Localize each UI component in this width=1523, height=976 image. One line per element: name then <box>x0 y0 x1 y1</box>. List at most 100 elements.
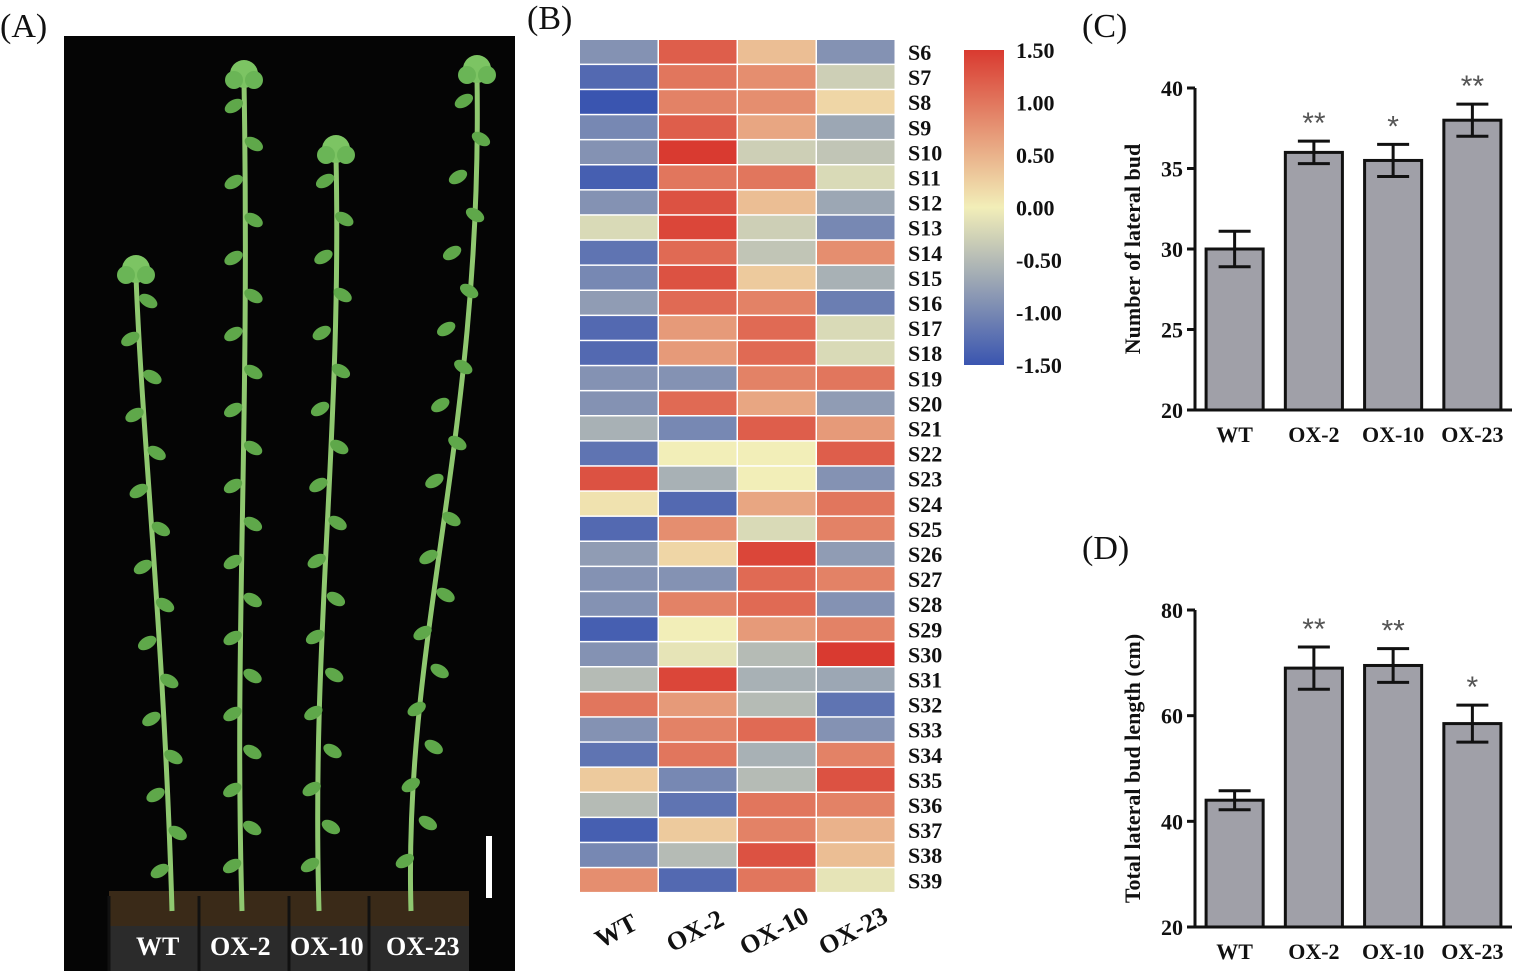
plant-leaf <box>224 326 243 342</box>
plant-leaf <box>244 288 263 304</box>
bar <box>1442 722 1503 929</box>
plant-leaf <box>223 478 243 494</box>
plant-leaf <box>330 439 349 455</box>
plant-leaf <box>419 549 438 565</box>
plant-leaf <box>304 705 323 721</box>
heatmap-cell <box>659 592 737 616</box>
heatmap-cell <box>817 592 895 616</box>
plant-leaf <box>310 401 330 417</box>
heatmap-cell <box>738 617 816 641</box>
heatmap-row-label: S33 <box>908 718 942 743</box>
heatmap-cell <box>817 818 895 842</box>
plant-leaf <box>326 591 346 607</box>
plant-leaf <box>314 249 333 265</box>
plant-leaf <box>151 521 171 537</box>
heatmap-row-label: S14 <box>908 241 942 266</box>
plant-leaf <box>147 445 166 461</box>
plant-leaf <box>430 663 449 679</box>
plant-leaf <box>155 597 175 613</box>
heatmap-cell <box>817 843 895 867</box>
heatmap-row-label: S29 <box>908 617 942 642</box>
heatmap-cell <box>817 542 895 566</box>
colorbar-tick-label: -0.50 <box>1016 248 1062 273</box>
plant-leaf <box>244 364 263 380</box>
plant-leaf <box>465 207 485 223</box>
y-tick-label: 60 <box>1161 704 1183 729</box>
plant-leaf <box>133 559 153 575</box>
heatmap-cell <box>659 90 737 114</box>
heatmap-cell <box>817 466 895 491</box>
plant-leaf <box>448 435 467 451</box>
colorbar-tick-label: 0.00 <box>1016 196 1055 221</box>
plant-leaf <box>395 853 415 869</box>
heatmap-row-label: S37 <box>908 818 942 843</box>
heatmap-cell <box>738 65 816 89</box>
x-tick-label: WT <box>1216 939 1253 964</box>
heatmap-row-label: S23 <box>908 467 942 492</box>
heatmap-cell <box>817 115 895 139</box>
heatmap-row-label: S15 <box>908 266 942 291</box>
heatmap-cell <box>580 567 658 591</box>
y-tick-label: 25 <box>1161 318 1183 343</box>
heatmap-cell <box>580 366 658 390</box>
lateral-bud-length-chart: 20 40 60 80 Total lateral bud length (cm) WT O… <box>1100 585 1520 970</box>
plant-leaf <box>243 440 263 456</box>
plant-leaf <box>321 819 341 835</box>
plant-leaf <box>401 777 420 793</box>
plant-leaf <box>448 169 468 185</box>
plant-leaf <box>335 211 354 227</box>
heatmap-cell <box>659 567 737 591</box>
heatmap-row-label: S8 <box>908 90 931 115</box>
plant-apex-leaf <box>245 71 263 89</box>
heatmap-row-label: S17 <box>908 316 942 341</box>
plant-leaf <box>223 706 242 722</box>
plant-leaf <box>243 516 263 532</box>
heatmap-cell <box>659 215 737 240</box>
heatmap-cell <box>738 717 816 742</box>
plant-leaf <box>121 331 140 347</box>
heatmap-cell <box>738 767 816 792</box>
plant-leaf <box>413 625 432 641</box>
plant-leaf <box>459 283 479 299</box>
heatmap-cell <box>817 642 895 666</box>
plant-photo: WT OX-2 OX-10 OX-23 <box>64 36 515 971</box>
heatmap-row-label: S30 <box>908 642 942 667</box>
plant-leaf <box>243 592 262 608</box>
significance-marker: * <box>1467 671 1479 704</box>
heatmap-cell <box>817 366 895 390</box>
heatmap-cell <box>580 165 658 190</box>
plant-leaf <box>139 293 158 309</box>
heatmap-cell <box>659 742 737 767</box>
heatmap-cell <box>580 491 658 516</box>
plant-leaf <box>125 407 144 423</box>
heatmap-cell <box>659 667 737 692</box>
heatmap-row-label: S16 <box>908 291 942 316</box>
heatmap-cell <box>580 416 658 441</box>
bar <box>1363 158 1424 412</box>
plant-leaf <box>223 630 242 646</box>
heatmap-cell <box>738 667 816 692</box>
heatmap-cell <box>738 868 816 892</box>
heatmap-cell <box>738 391 816 415</box>
plant-apex-leaf <box>225 71 243 89</box>
heatmap-cell <box>738 592 816 616</box>
heatmap-cell <box>738 416 816 441</box>
plant-leaf <box>142 711 161 727</box>
y-tick-label: 30 <box>1161 237 1183 262</box>
heatmap-cell <box>817 65 895 89</box>
heatmap-cell <box>817 441 895 466</box>
heatmap-cell <box>738 165 816 190</box>
heatmap-cell <box>738 291 816 315</box>
colorbar-tick-label: -1.00 <box>1016 301 1062 326</box>
lateral-bud-count-chart: 20 25 30 35 40 Number of lateral bud WT OX-2 ** O… <box>1100 60 1520 460</box>
heatmap-cell <box>580 843 658 867</box>
heatmap-cell <box>738 692 816 717</box>
plant-stem <box>315 155 340 912</box>
heatmap-row-label: S27 <box>908 567 942 592</box>
plant-leaf <box>146 787 165 803</box>
panel-letter-d: (D) <box>1082 530 1130 567</box>
heatmap-cell <box>738 316 816 340</box>
heatmap-cell <box>580 793 658 817</box>
heatmap-cell <box>580 391 658 415</box>
heatmap-row-label: S35 <box>908 768 942 793</box>
